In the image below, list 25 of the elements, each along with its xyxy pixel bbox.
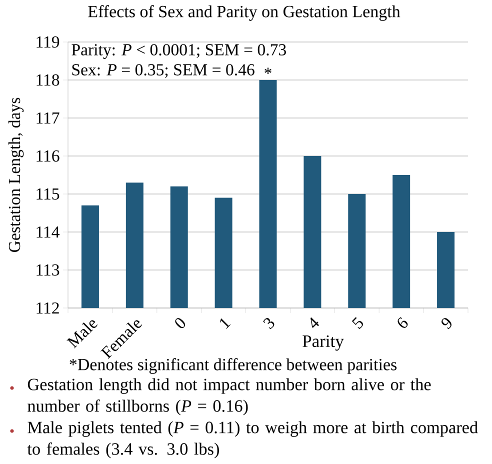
text: Male piglets tented (P = 0.11) to weigh more at birth compared to females (3.4 vs. 3.0 lbs) bbox=[27, 421, 478, 458]
x-tick-label: 0 bbox=[175, 318, 186, 328]
y-axis-title: Gestation Length, days bbox=[8, 98, 24, 252]
y-tick-label: 112 bbox=[36, 302, 59, 314]
chart-title: Effects of Sex and Parity on Gestation Length bbox=[88, 5, 400, 21]
annotation: Parity: P < 0.0001; SEM = 0.73 bbox=[72, 44, 286, 59]
y-tick-label: 116 bbox=[36, 150, 60, 162]
x-tick-label: Male bbox=[66, 320, 98, 348]
y-tick-label: 118 bbox=[36, 74, 60, 86]
y-tick-label: 117 bbox=[36, 112, 60, 124]
x-tick-label: 5 bbox=[352, 317, 363, 329]
y-tick-label: 119 bbox=[36, 36, 60, 48]
x-tick-label: 6 bbox=[398, 317, 408, 328]
x-tick-label: 1 bbox=[220, 318, 231, 329]
annotation: * bbox=[264, 68, 272, 74]
x-axis-title: Parity bbox=[302, 335, 344, 351]
y-tick-label: 114 bbox=[36, 226, 60, 238]
annotation: Sex: P = 0.35; SEM = 0.46 bbox=[72, 64, 254, 78]
y-tick-label: 115 bbox=[36, 188, 60, 200]
x-tick-label: 4 bbox=[310, 317, 320, 328]
y-tick-label: 113 bbox=[36, 264, 60, 276]
text: *Denotes significant difference between parities bbox=[70, 358, 397, 374]
x-tick-label: 3 bbox=[263, 318, 274, 330]
x-tick-label: 9 bbox=[442, 318, 452, 330]
text: Gestation length did not impact number born alive or the number of stillborns (P = 0.16) bbox=[28, 378, 431, 416]
